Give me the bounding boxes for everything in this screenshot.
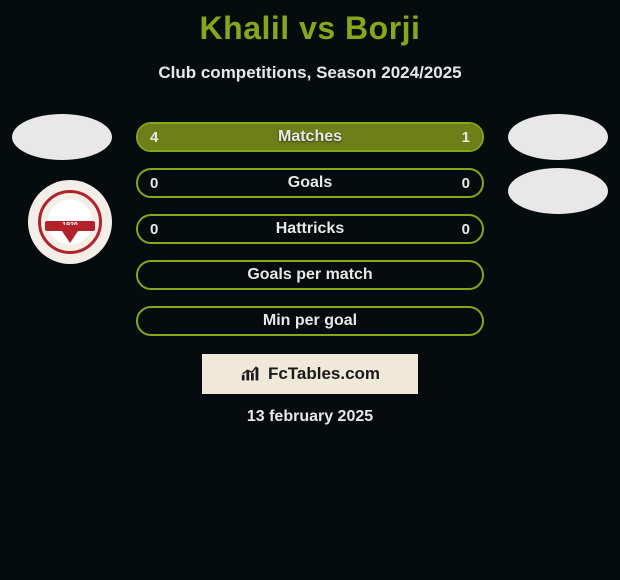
bar-label: Goals [138, 174, 482, 192]
bar-label: Matches [138, 128, 482, 146]
page-title: Khalil vs Borji [0, 0, 620, 47]
date-label: 13 february 2025 [0, 408, 620, 426]
bar-label: Goals per match [138, 266, 482, 284]
watermark-text: FcTables.com [268, 364, 380, 384]
comparison-bars: 4 Matches 1 0 Goals 0 0 Hattricks 0 Goal… [136, 122, 484, 352]
bar-label: Min per goal [138, 312, 482, 330]
watermark: FcTables.com [202, 354, 418, 394]
bar-value-right: 0 [450, 170, 482, 196]
club-right-badge [508, 168, 608, 214]
bar-label: Hattricks [138, 220, 482, 238]
bar-value-right: 0 [450, 216, 482, 242]
player-left-avatar [12, 114, 112, 160]
bar-row-min-per-goal: Min per goal [136, 306, 484, 336]
club-left-badge: 1920 [28, 180, 112, 264]
bar-row-matches: 4 Matches 1 [136, 122, 484, 152]
bar-row-goals: 0 Goals 0 [136, 168, 484, 198]
bar-chart-icon [240, 365, 262, 383]
subtitle: Club competitions, Season 2024/2025 [0, 63, 620, 83]
bar-row-hattricks: 0 Hattricks 0 [136, 214, 484, 244]
bar-row-goals-per-match: Goals per match [136, 260, 484, 290]
bar-value-right: 1 [450, 124, 482, 150]
player-right-avatar [508, 114, 608, 160]
